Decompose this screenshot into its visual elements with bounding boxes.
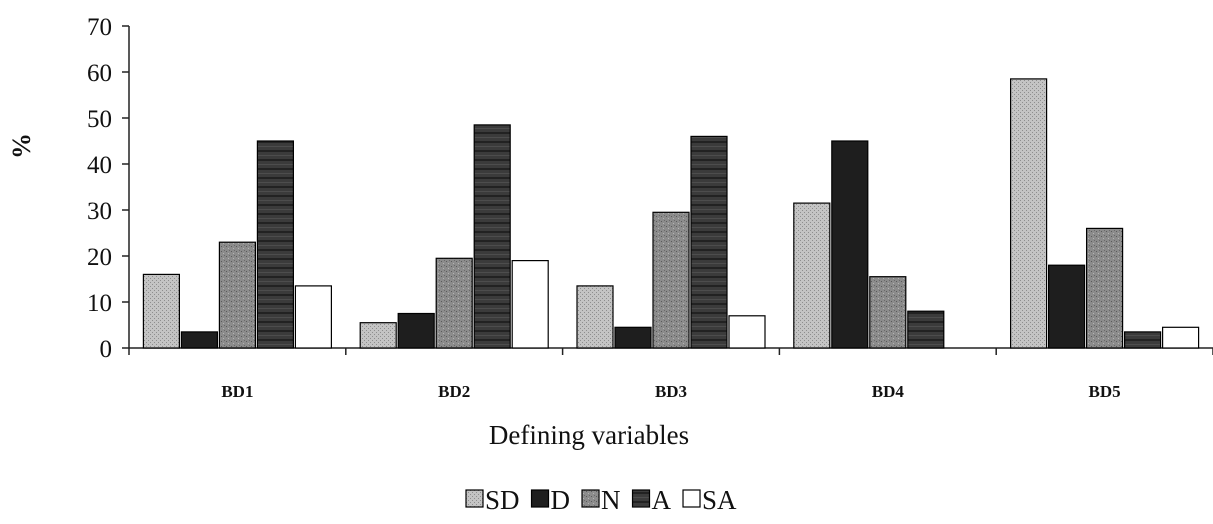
bar-bd1-a — [256, 140, 294, 349]
y-tick-label: 20 — [87, 244, 112, 271]
bars — [142, 78, 1200, 349]
bar-bd4-sd — [793, 202, 831, 349]
category-label: BD2 — [438, 382, 470, 401]
bar-bd5-d — [1047, 264, 1086, 349]
category-label: BD1 — [221, 382, 253, 401]
y-tick-label: 60 — [87, 60, 112, 87]
bar-bd3-n — [652, 211, 690, 349]
y-ticks: 0 10 20 30 40 50 60 70 — [87, 14, 129, 363]
bar-bd3-sa — [728, 315, 766, 349]
bar-bd2-a — [473, 124, 511, 349]
legend-swatch-d — [530, 489, 550, 508]
bar-bd3-a — [690, 135, 728, 349]
bar-bd2-sd — [359, 322, 397, 349]
legend: SD D N A SA — [465, 485, 737, 515]
legend-swatch-a — [631, 489, 651, 508]
x-ticks — [128, 348, 1213, 355]
bar-bd2-sa — [511, 260, 549, 349]
y-tick-label: 30 — [87, 198, 112, 225]
category-label: BD3 — [655, 382, 687, 401]
y-tick-label: 0 — [100, 336, 113, 363]
bar-bd5-sa — [1161, 326, 1200, 349]
legend-label-a: A — [652, 485, 672, 515]
y-tick-label: 50 — [87, 106, 112, 133]
y-tick-label: 70 — [87, 14, 112, 41]
category-labels: BD1 BD2 BD3 BD4 BD5 — [221, 382, 1120, 401]
category-label: BD4 — [872, 382, 905, 401]
legend-label-d: D — [551, 485, 571, 515]
y-tick-label: 40 — [87, 152, 112, 179]
bar-bd3-d — [614, 326, 652, 349]
legend-swatch-sd — [465, 489, 484, 508]
bar-bd4-d — [831, 140, 869, 349]
legend-label-sd: SD — [485, 485, 520, 515]
bar-bd1-sd — [142, 273, 180, 349]
bar-bd2-d — [397, 312, 435, 349]
category-label: BD5 — [1089, 382, 1121, 401]
bar-bd1-n — [218, 241, 256, 349]
bar-bd4-n — [869, 276, 907, 349]
y-tick-label: 10 — [87, 290, 112, 317]
legend-swatch-sa — [682, 489, 701, 508]
bar-bd5-sd — [1009, 78, 1048, 349]
bar-bd1-d — [180, 331, 218, 349]
bar-bd5-a — [1123, 331, 1162, 349]
y-axis-label: % — [7, 133, 36, 159]
bar-bd3-sd — [576, 285, 614, 349]
legend-swatch-n — [581, 489, 600, 508]
bar-bd1-sa — [294, 285, 332, 349]
legend-label-sa: SA — [702, 485, 737, 515]
bar-bd2-n — [435, 257, 473, 349]
bar-bd5-n — [1085, 227, 1124, 349]
bar-bd4-a — [907, 310, 945, 349]
legend-label-n: N — [601, 485, 621, 515]
x-axis-label: Defining variables — [489, 420, 689, 450]
